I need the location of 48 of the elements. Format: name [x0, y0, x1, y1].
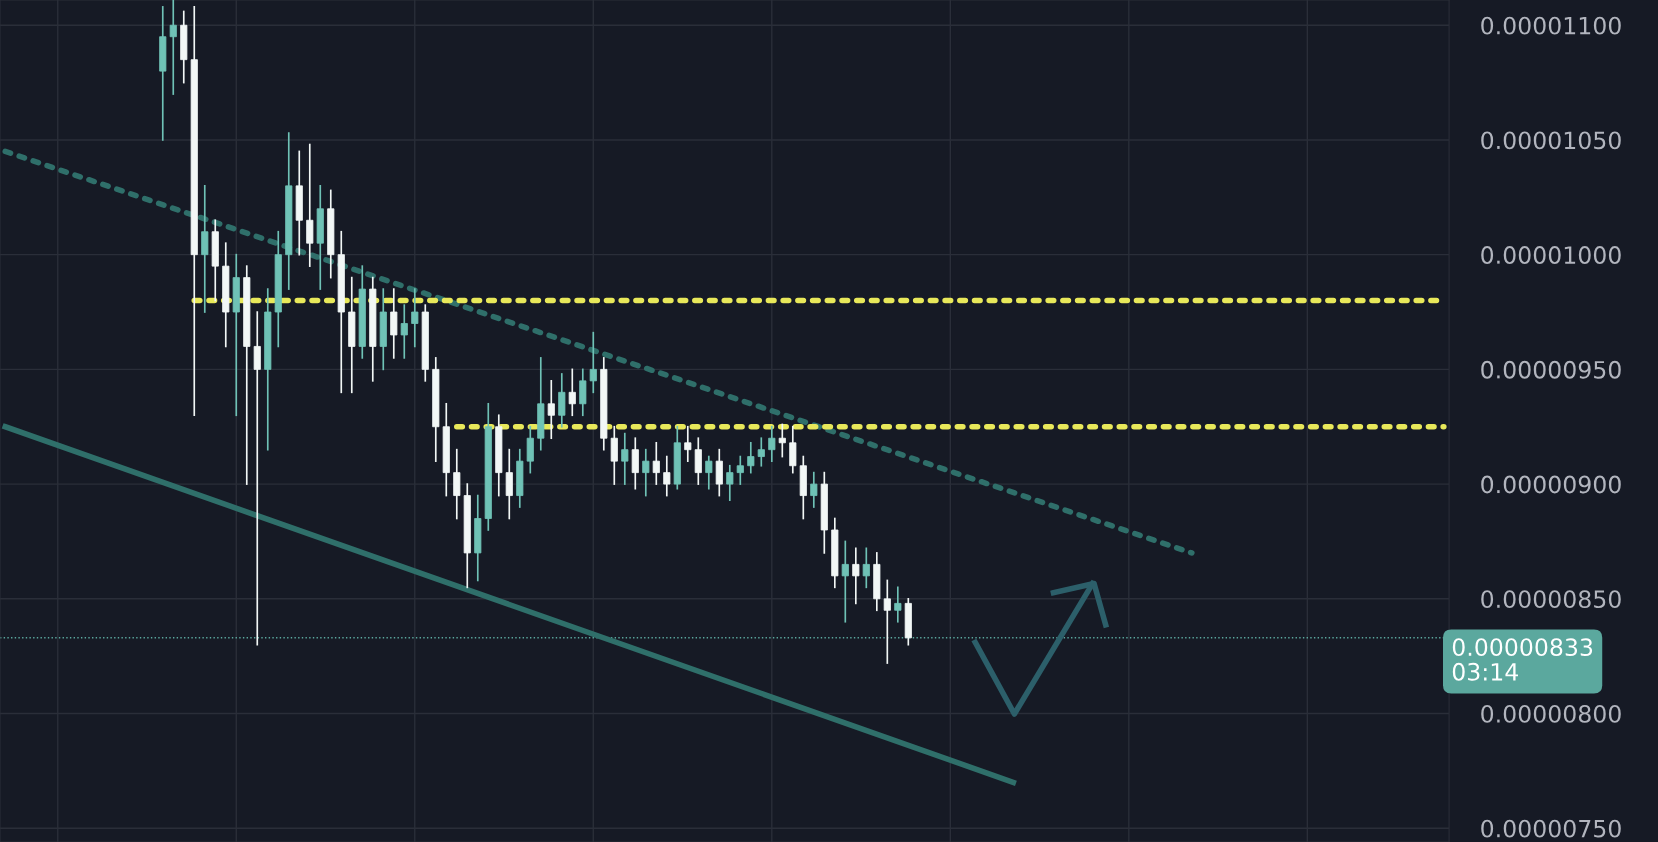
candlestick	[568, 368, 576, 417]
candlestick	[558, 373, 566, 428]
candlestick	[852, 547, 860, 605]
candlestick	[642, 448, 650, 497]
candlestick	[883, 579, 891, 664]
candlestick	[684, 425, 692, 462]
candlestick	[715, 448, 723, 497]
candlestick	[757, 437, 765, 467]
candlestick	[652, 441, 660, 485]
y-tick-label: 0.00000850	[1481, 590, 1621, 609]
candlestick	[789, 425, 797, 474]
candlestick	[547, 380, 555, 440]
candlestick	[768, 425, 776, 462]
y-tick-label: 0.00000750	[1481, 819, 1621, 838]
y-tick-label: 0.00000900	[1481, 475, 1621, 494]
candlestick	[390, 288, 398, 359]
y-tick-label: 0.00001050	[1481, 131, 1621, 150]
candlestick	[694, 437, 702, 485]
candlestick	[610, 425, 618, 485]
candlestick	[621, 432, 629, 485]
candlestick	[201, 185, 209, 313]
y-tick-label: 0.00000800	[1481, 704, 1621, 723]
candlestick	[400, 304, 408, 359]
y-tick-label: 0.00000950	[1481, 360, 1621, 379]
candlestick	[705, 455, 713, 490]
candlestick	[862, 547, 870, 589]
candlestick	[894, 586, 902, 623]
candlestick	[589, 331, 597, 394]
y-tick-label: 0.00001000	[1481, 246, 1621, 264]
candlestick	[169, 0, 177, 95]
candlestick	[736, 455, 744, 485]
candlestick	[778, 423, 786, 458]
candlestick	[810, 471, 818, 508]
candlestick	[253, 311, 261, 646]
candlestick	[505, 448, 513, 520]
candlestick	[747, 441, 755, 474]
candlestick	[411, 288, 419, 348]
y-tick-label: 0.00001100	[1481, 16, 1621, 35]
candlestick	[453, 448, 461, 520]
candlestick	[631, 437, 639, 490]
candlestick	[841, 540, 849, 623]
ref-line-label: 0.00000833	[1452, 638, 1593, 657]
candlestick	[526, 425, 534, 474]
candlestick	[663, 455, 671, 497]
candlestick	[579, 368, 587, 417]
candlestick	[726, 464, 734, 501]
candlestick	[306, 143, 314, 267]
text: 03:14	[1452, 662, 1518, 681]
